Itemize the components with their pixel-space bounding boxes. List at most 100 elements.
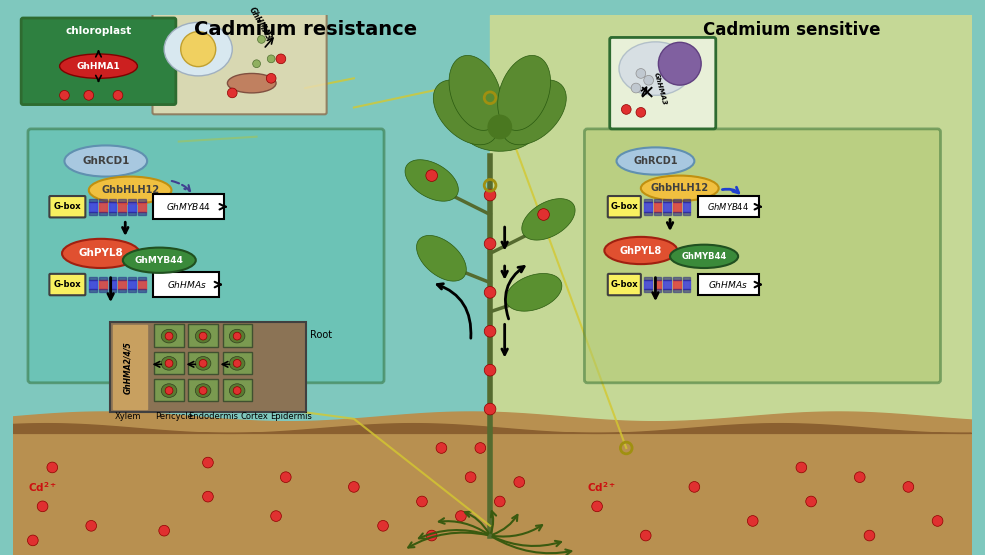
Text: GhMYB44: GhMYB44	[135, 256, 184, 265]
Circle shape	[640, 530, 651, 541]
Text: ✕: ✕	[639, 85, 655, 104]
Circle shape	[180, 32, 216, 67]
Bar	[118, 202, 126, 211]
Text: G-box: G-box	[54, 202, 82, 211]
Circle shape	[514, 477, 525, 487]
Bar	[118, 199, 126, 202]
Bar	[683, 202, 690, 211]
Circle shape	[485, 364, 495, 376]
Circle shape	[28, 535, 38, 546]
Bar	[118, 211, 126, 215]
Bar	[673, 280, 681, 289]
Bar	[644, 277, 651, 280]
Ellipse shape	[164, 22, 232, 76]
Text: G-box: G-box	[611, 280, 638, 289]
Bar	[108, 277, 116, 280]
Circle shape	[796, 462, 807, 473]
Circle shape	[281, 472, 292, 482]
Bar	[223, 325, 252, 347]
Ellipse shape	[230, 356, 245, 370]
Circle shape	[276, 54, 286, 64]
Circle shape	[267, 55, 275, 63]
Bar	[673, 202, 681, 211]
Bar	[683, 289, 690, 292]
Bar	[90, 280, 98, 289]
Bar	[644, 202, 651, 211]
Text: GhbHLH12: GhbHLH12	[101, 185, 160, 195]
Circle shape	[485, 238, 495, 250]
Bar	[138, 280, 146, 289]
Circle shape	[266, 73, 276, 83]
Ellipse shape	[641, 175, 719, 201]
Circle shape	[636, 69, 646, 78]
Bar	[663, 280, 671, 289]
Text: Pericycle: Pericycle	[155, 412, 193, 421]
Ellipse shape	[670, 245, 738, 268]
Circle shape	[538, 209, 550, 220]
Circle shape	[203, 457, 214, 468]
Circle shape	[159, 526, 169, 536]
Bar	[663, 202, 671, 211]
FancyBboxPatch shape	[154, 194, 224, 219]
Ellipse shape	[162, 356, 177, 370]
Polygon shape	[14, 423, 971, 433]
Circle shape	[165, 360, 173, 367]
Bar	[663, 277, 671, 280]
Ellipse shape	[617, 148, 694, 175]
Circle shape	[165, 332, 173, 340]
Ellipse shape	[605, 237, 678, 264]
Text: $\mathbf{Cd^{2+}}$: $\mathbf{Cd^{2+}}$	[28, 480, 57, 494]
Bar	[118, 280, 126, 289]
Bar	[155, 379, 183, 401]
Text: Epidermis: Epidermis	[270, 412, 311, 421]
Ellipse shape	[195, 329, 211, 343]
Circle shape	[485, 325, 495, 337]
Circle shape	[806, 496, 817, 507]
Bar	[90, 199, 98, 202]
Bar	[673, 211, 681, 215]
Bar	[663, 289, 671, 292]
FancyBboxPatch shape	[49, 196, 86, 218]
Bar	[683, 211, 690, 215]
Circle shape	[465, 472, 476, 482]
Text: Cadmium resistance: Cadmium resistance	[194, 20, 417, 39]
Bar	[108, 211, 116, 215]
Ellipse shape	[64, 145, 147, 176]
Circle shape	[631, 83, 641, 93]
Bar	[138, 211, 146, 215]
Text: chloroplast: chloroplast	[65, 26, 132, 36]
FancyBboxPatch shape	[698, 196, 758, 218]
Circle shape	[203, 491, 214, 502]
Circle shape	[644, 75, 653, 85]
Bar	[128, 277, 136, 280]
Bar	[90, 277, 98, 280]
Bar	[90, 289, 98, 292]
Circle shape	[864, 530, 875, 541]
Circle shape	[489, 115, 511, 139]
Bar	[118, 289, 126, 292]
Bar	[663, 211, 671, 215]
Bar	[128, 202, 136, 211]
Circle shape	[592, 501, 603, 512]
Bar	[138, 199, 146, 202]
FancyBboxPatch shape	[154, 272, 219, 297]
Bar	[653, 280, 661, 289]
Bar	[138, 289, 146, 292]
Text: GhbHLH12: GhbHLH12	[651, 183, 709, 193]
Circle shape	[485, 286, 495, 298]
Bar	[108, 199, 116, 202]
Circle shape	[417, 496, 427, 507]
Circle shape	[475, 443, 486, 453]
Bar	[108, 202, 116, 211]
Polygon shape	[506, 274, 561, 311]
Bar	[188, 352, 218, 374]
Text: GhPYL8: GhPYL8	[620, 245, 662, 255]
Bar	[683, 280, 690, 289]
Text: Cortex: Cortex	[240, 412, 269, 421]
Bar	[653, 199, 661, 202]
Text: $\mathit{GhHMAs}$: $\mathit{GhHMAs}$	[708, 279, 749, 290]
Text: $\mathbf{Cd^{2+}}$: $\mathbf{Cd^{2+}}$	[587, 480, 617, 494]
Bar	[663, 199, 671, 202]
Text: GhHMA3: GhHMA3	[652, 71, 667, 105]
Text: $\mathit{GhMYB44}$: $\mathit{GhMYB44}$	[166, 201, 211, 212]
